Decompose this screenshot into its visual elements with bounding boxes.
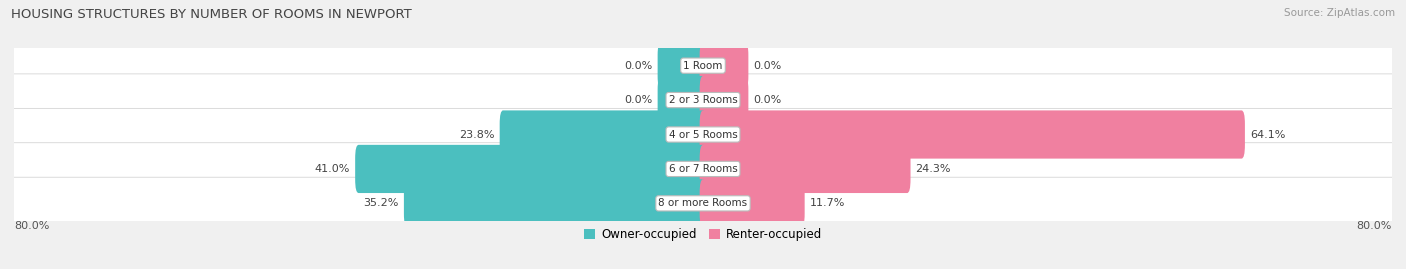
Text: 23.8%: 23.8% xyxy=(460,129,495,140)
FancyBboxPatch shape xyxy=(356,145,706,193)
Text: 0.0%: 0.0% xyxy=(624,95,652,105)
FancyBboxPatch shape xyxy=(700,76,748,124)
Legend: Owner-occupied, Renter-occupied: Owner-occupied, Renter-occupied xyxy=(579,223,827,246)
Text: 6 or 7 Rooms: 6 or 7 Rooms xyxy=(669,164,737,174)
FancyBboxPatch shape xyxy=(658,41,706,90)
Text: 80.0%: 80.0% xyxy=(1357,221,1392,231)
Text: 80.0%: 80.0% xyxy=(14,221,49,231)
FancyBboxPatch shape xyxy=(11,74,1395,126)
FancyBboxPatch shape xyxy=(658,76,706,124)
Text: 8 or more Rooms: 8 or more Rooms xyxy=(658,198,748,208)
FancyBboxPatch shape xyxy=(11,108,1395,161)
Text: 24.3%: 24.3% xyxy=(915,164,950,174)
Text: 4 or 5 Rooms: 4 or 5 Rooms xyxy=(669,129,737,140)
FancyBboxPatch shape xyxy=(700,145,911,193)
Text: 0.0%: 0.0% xyxy=(624,61,652,71)
FancyBboxPatch shape xyxy=(11,40,1395,92)
Text: 0.0%: 0.0% xyxy=(754,95,782,105)
FancyBboxPatch shape xyxy=(404,179,706,228)
Text: 2 or 3 Rooms: 2 or 3 Rooms xyxy=(669,95,737,105)
Text: 35.2%: 35.2% xyxy=(364,198,399,208)
Text: 1 Room: 1 Room xyxy=(683,61,723,71)
Text: Source: ZipAtlas.com: Source: ZipAtlas.com xyxy=(1284,8,1395,18)
FancyBboxPatch shape xyxy=(499,110,706,159)
FancyBboxPatch shape xyxy=(700,41,748,90)
FancyBboxPatch shape xyxy=(700,110,1244,159)
FancyBboxPatch shape xyxy=(11,143,1395,195)
FancyBboxPatch shape xyxy=(700,179,804,228)
Text: HOUSING STRUCTURES BY NUMBER OF ROOMS IN NEWPORT: HOUSING STRUCTURES BY NUMBER OF ROOMS IN… xyxy=(11,8,412,21)
FancyBboxPatch shape xyxy=(11,177,1395,229)
Text: 41.0%: 41.0% xyxy=(315,164,350,174)
Text: 0.0%: 0.0% xyxy=(754,61,782,71)
Text: 11.7%: 11.7% xyxy=(810,198,845,208)
Text: 64.1%: 64.1% xyxy=(1250,129,1285,140)
